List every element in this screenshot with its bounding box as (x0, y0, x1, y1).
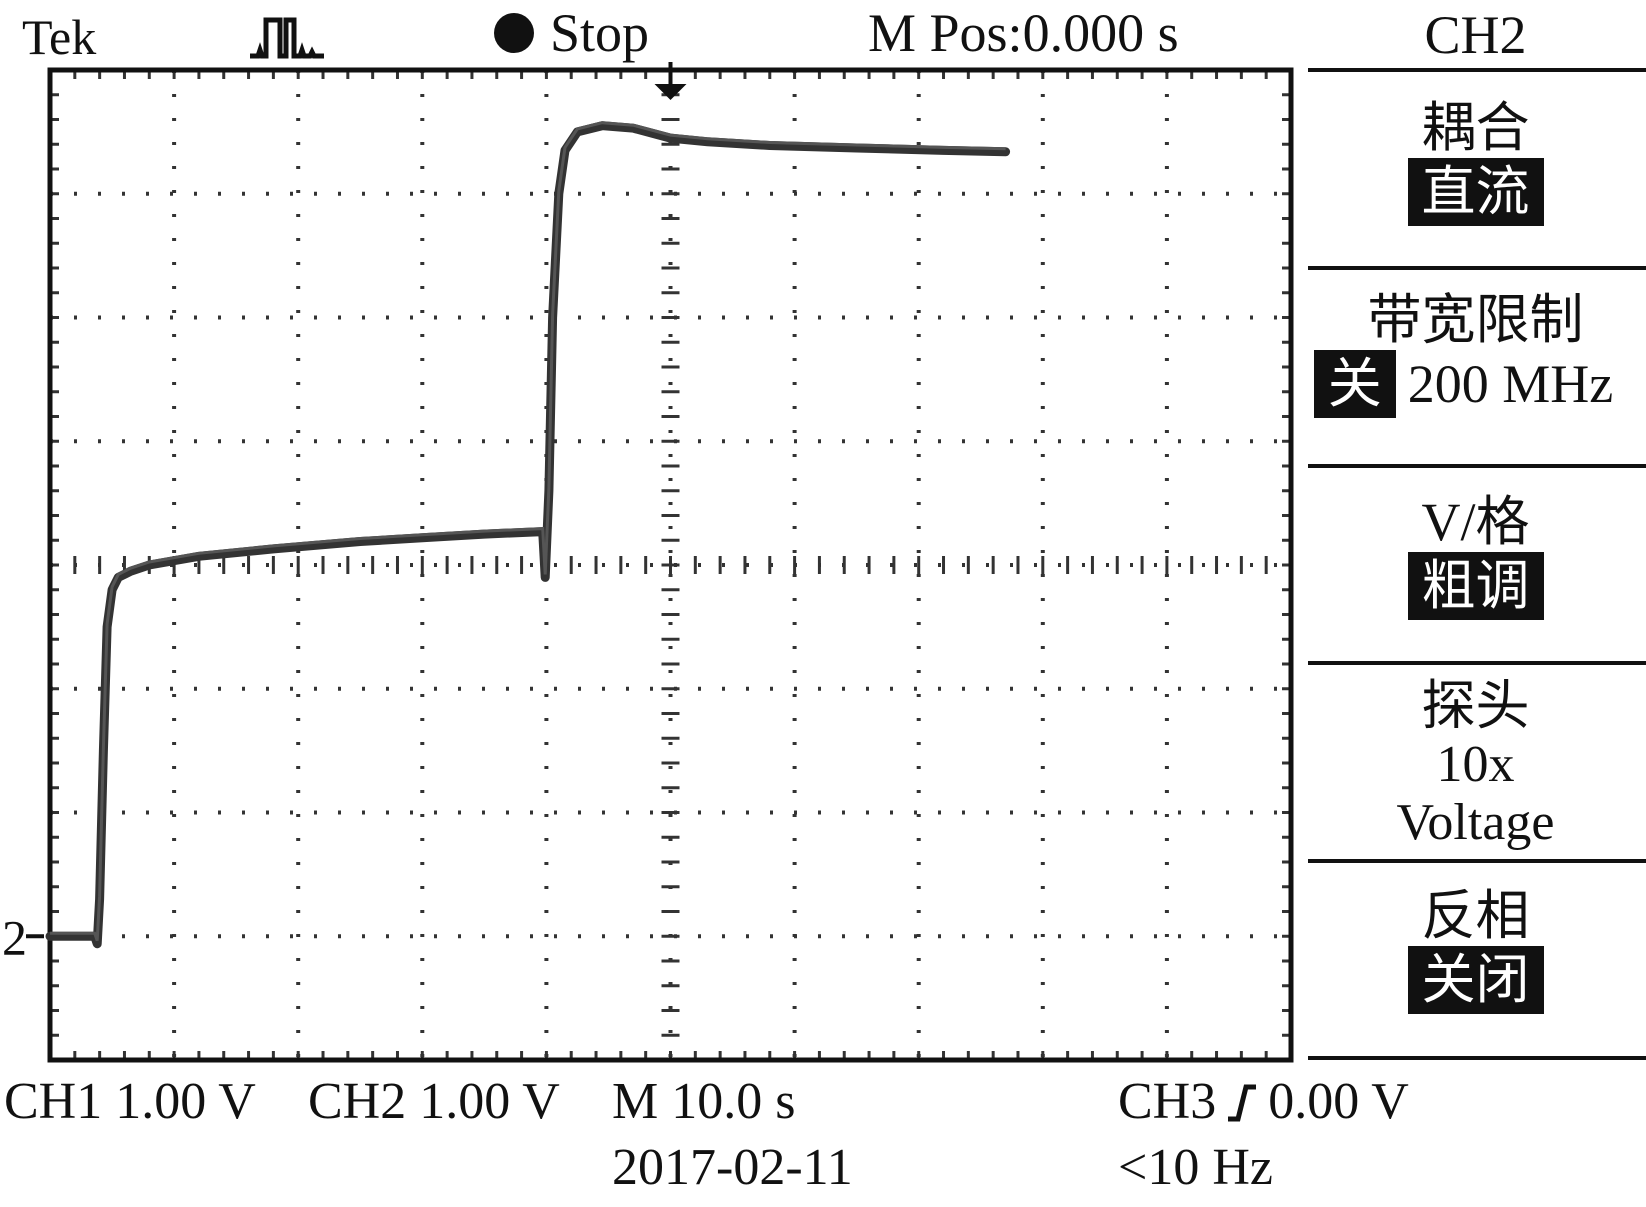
volts-div-value: 粗调 (1407, 552, 1544, 620)
menu-separator (1308, 1056, 1646, 1060)
menu-separator (1308, 266, 1646, 270)
coupling-value: 直流 (1407, 158, 1544, 226)
channel-ground-marker: 2 (2, 909, 27, 965)
trace-layer (45, 121, 1011, 949)
trigger-position-arrow-icon (654, 84, 687, 100)
menu-separator (1308, 661, 1646, 665)
stop-dot-icon (494, 13, 534, 53)
trigger-source: CH3 (1118, 1073, 1217, 1130)
invert-value: 关闭 (1407, 946, 1544, 1014)
menu-item-volts-div[interactable]: V/格 粗调 (1305, 492, 1646, 620)
menu-item-bandwidth[interactable]: 带宽限制 关 200 MHz (1305, 290, 1646, 418)
menu-item-invert[interactable]: 反相 关闭 (1305, 886, 1646, 1014)
menu-separator (1308, 68, 1646, 72)
menu-item-coupling[interactable]: 耦合 直流 (1305, 98, 1646, 226)
timebase-readout: M 10.0 s (612, 1073, 796, 1130)
bandwidth-label: 带宽限制 (1367, 290, 1584, 350)
waveform-trace (45, 121, 1011, 949)
status-label: Stop (550, 3, 650, 63)
coupling-label: 耦合 (1421, 98, 1530, 158)
pulse-trigger-icon (248, 14, 328, 65)
m-pos-readout: M Pos:0.000 s (868, 3, 1179, 63)
probe-type: Voltage (1396, 794, 1555, 851)
side-menu: CH2 耦合 直流 带宽限制 关 200 MHz V/格 粗调 探头 10x V… (1305, 0, 1646, 1070)
probe-attenuation: 10x (1436, 736, 1515, 793)
invert-label: 反相 (1421, 886, 1530, 946)
bandwidth-extra: 200 MHz (1407, 354, 1614, 414)
waveform-trace-overlay (50, 121, 1006, 942)
brand-label: Tek (22, 9, 97, 65)
trigger-frequency: <10 Hz (1118, 1139, 1273, 1196)
bandwidth-value: 关 (1313, 350, 1396, 418)
trigger-level: 0.00 V (1268, 1073, 1409, 1130)
rising-edge-icon (1228, 1084, 1257, 1121)
menu-title: CH2 (1424, 5, 1527, 65)
graticule (50, 70, 1291, 1060)
volts-div-label: V/格 (1421, 492, 1530, 552)
ch2-scale: CH2 1.00 V (308, 1073, 560, 1130)
ch1-scale: CH1 1.00 V (4, 1073, 256, 1130)
menu-separator (1308, 464, 1646, 468)
date-readout: 2017-02-11 (612, 1139, 853, 1196)
run-status: Stop (494, 2, 649, 64)
probe-label: 探头 (1421, 676, 1530, 736)
menu-item-probe[interactable]: 探头 10x Voltage (1305, 676, 1646, 852)
marker-layer (26, 62, 687, 939)
trigger-readout: CH3 0.00 V (1118, 1072, 1409, 1131)
menu-separator (1308, 859, 1646, 863)
